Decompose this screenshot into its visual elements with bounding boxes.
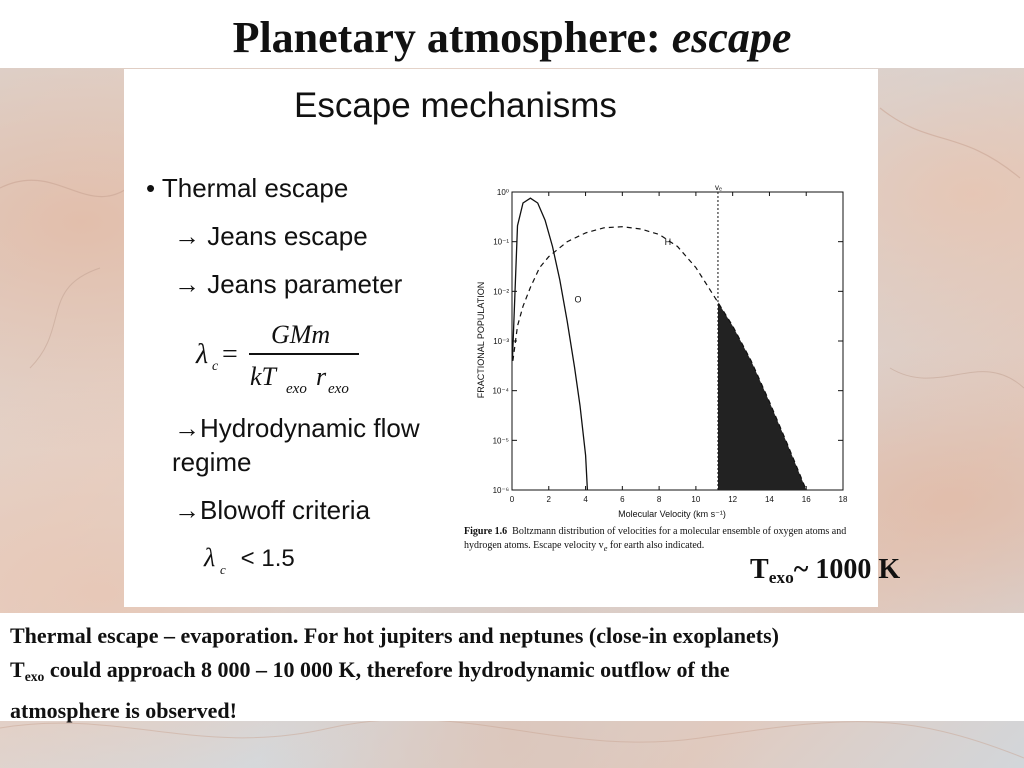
plot-frame xyxy=(511,191,844,491)
series-O-label: O xyxy=(575,294,582,304)
x-axis-label: Molecular Velocity (km s⁻¹) xyxy=(618,509,726,519)
y-tick-label: 10⁻⁵ xyxy=(493,436,509,445)
formula-lambda-sub: c xyxy=(212,359,219,374)
slide-title: Planetary atmosphere: escape xyxy=(0,10,1024,66)
texo-sub: exo xyxy=(768,568,794,588)
boltzmann-chart: 0 2 4 6 8 10 12 14 16 18 10⁰ 10⁻¹ 10⁻² 10⁻³ 10⁻⁴ 10⁻⁵ 10… xyxy=(476,183,848,519)
slide-title-emphasis: escape xyxy=(671,13,792,62)
bottom-text-box: Thermal escape – evaporation. For hot ju… xyxy=(0,613,1024,723)
figure-caption-label: Figure 1.6 xyxy=(464,526,508,537)
x-tick-label: 8 xyxy=(657,495,662,504)
bullet-hydrodynamic: →Hydrodynamic flow xyxy=(174,413,420,443)
bullet-thermal-escape: • Thermal escape xyxy=(146,173,349,203)
escape-tail-shading xyxy=(718,302,807,490)
bottom-T-sub: exo xyxy=(24,669,45,685)
y-axis-label: FRACTIONAL POPULATION xyxy=(476,282,486,399)
escape-velocity-label: vₑ xyxy=(715,183,722,192)
blowoff-criterion: λ c < 1.5 xyxy=(203,543,295,577)
formula-exo-2: exo xyxy=(328,381,349,397)
formula-equals: = xyxy=(222,339,238,370)
x-tick-label: 16 xyxy=(802,495,811,504)
formula-lambda: λ xyxy=(195,339,208,370)
series-H-line xyxy=(512,226,807,491)
figure-caption: Figure 1.6 Boltzmann distribution of vel… xyxy=(464,525,874,556)
figure-caption-tail: for earth also indicated. xyxy=(607,540,705,551)
bottom-T: T xyxy=(10,657,25,682)
x-tick-label: 4 xyxy=(583,495,588,504)
texo-value: ~ 1000 K xyxy=(793,554,901,585)
bottom-paragraph: Thermal escape – evaporation. For hot ju… xyxy=(10,619,1015,728)
panel-heading: Escape mechanisms xyxy=(294,86,617,125)
criterion-value: < 1.5 xyxy=(234,545,295,572)
bullet-blowoff: →Blowoff criteria xyxy=(174,495,371,525)
bullet-jeans-escape: → Jeans escape xyxy=(174,221,368,251)
slide-title-main: Planetary atmosphere: xyxy=(232,13,672,62)
jeans-parameter-formula: λ c = GMm kT exo r exo xyxy=(195,320,359,397)
y-tick-label: 10⁻¹ xyxy=(493,238,509,247)
bullet-jeans-parameter: → Jeans parameter xyxy=(174,269,403,299)
criterion-sub: c xyxy=(220,562,226,577)
x-tick-label: 10 xyxy=(691,495,700,504)
bottom-line-2: could approach 8 000 – 10 000 K, therefo… xyxy=(44,657,730,682)
y-tick-label: 10⁻² xyxy=(493,287,509,296)
y-tick-label: 10⁰ xyxy=(497,188,509,197)
figure-caption-text: Boltzmann distribution of velocities for… xyxy=(464,526,847,551)
x-tick-label: 2 xyxy=(547,495,552,504)
texo-note: Texo~ 1000 K xyxy=(750,554,900,588)
formula-kT: kT xyxy=(250,362,278,391)
bullet-hydrodynamic-regime: regime xyxy=(172,447,252,477)
y-tick-label: 10⁻³ xyxy=(493,337,509,346)
formula-numerator: GMm xyxy=(271,320,330,349)
series-O-line xyxy=(511,197,589,491)
x-tick-label: 6 xyxy=(620,495,625,504)
x-tick-label: 12 xyxy=(728,495,737,504)
y-tick-label: 10⁻⁴ xyxy=(492,387,509,396)
x-tick-label: 14 xyxy=(765,495,774,504)
formula-exo-1: exo xyxy=(286,381,307,397)
criterion-lambda: λ xyxy=(203,543,215,572)
content-panel: Escape mechanisms • Thermal escape → Jea… xyxy=(124,69,878,607)
figure-caption-sub: e xyxy=(603,544,608,553)
y-tick-label: 10⁻⁶ xyxy=(493,486,509,495)
bottom-line-3: atmosphere is observed! xyxy=(10,698,237,724)
series-H-label: H xyxy=(665,237,672,247)
formula-r: r xyxy=(316,362,327,391)
texo-T: T xyxy=(750,554,769,585)
x-tick-label: 0 xyxy=(510,495,515,504)
bottom-line-1: Thermal escape – evaporation. For hot ju… xyxy=(10,623,779,648)
x-tick-label: 18 xyxy=(839,495,848,504)
